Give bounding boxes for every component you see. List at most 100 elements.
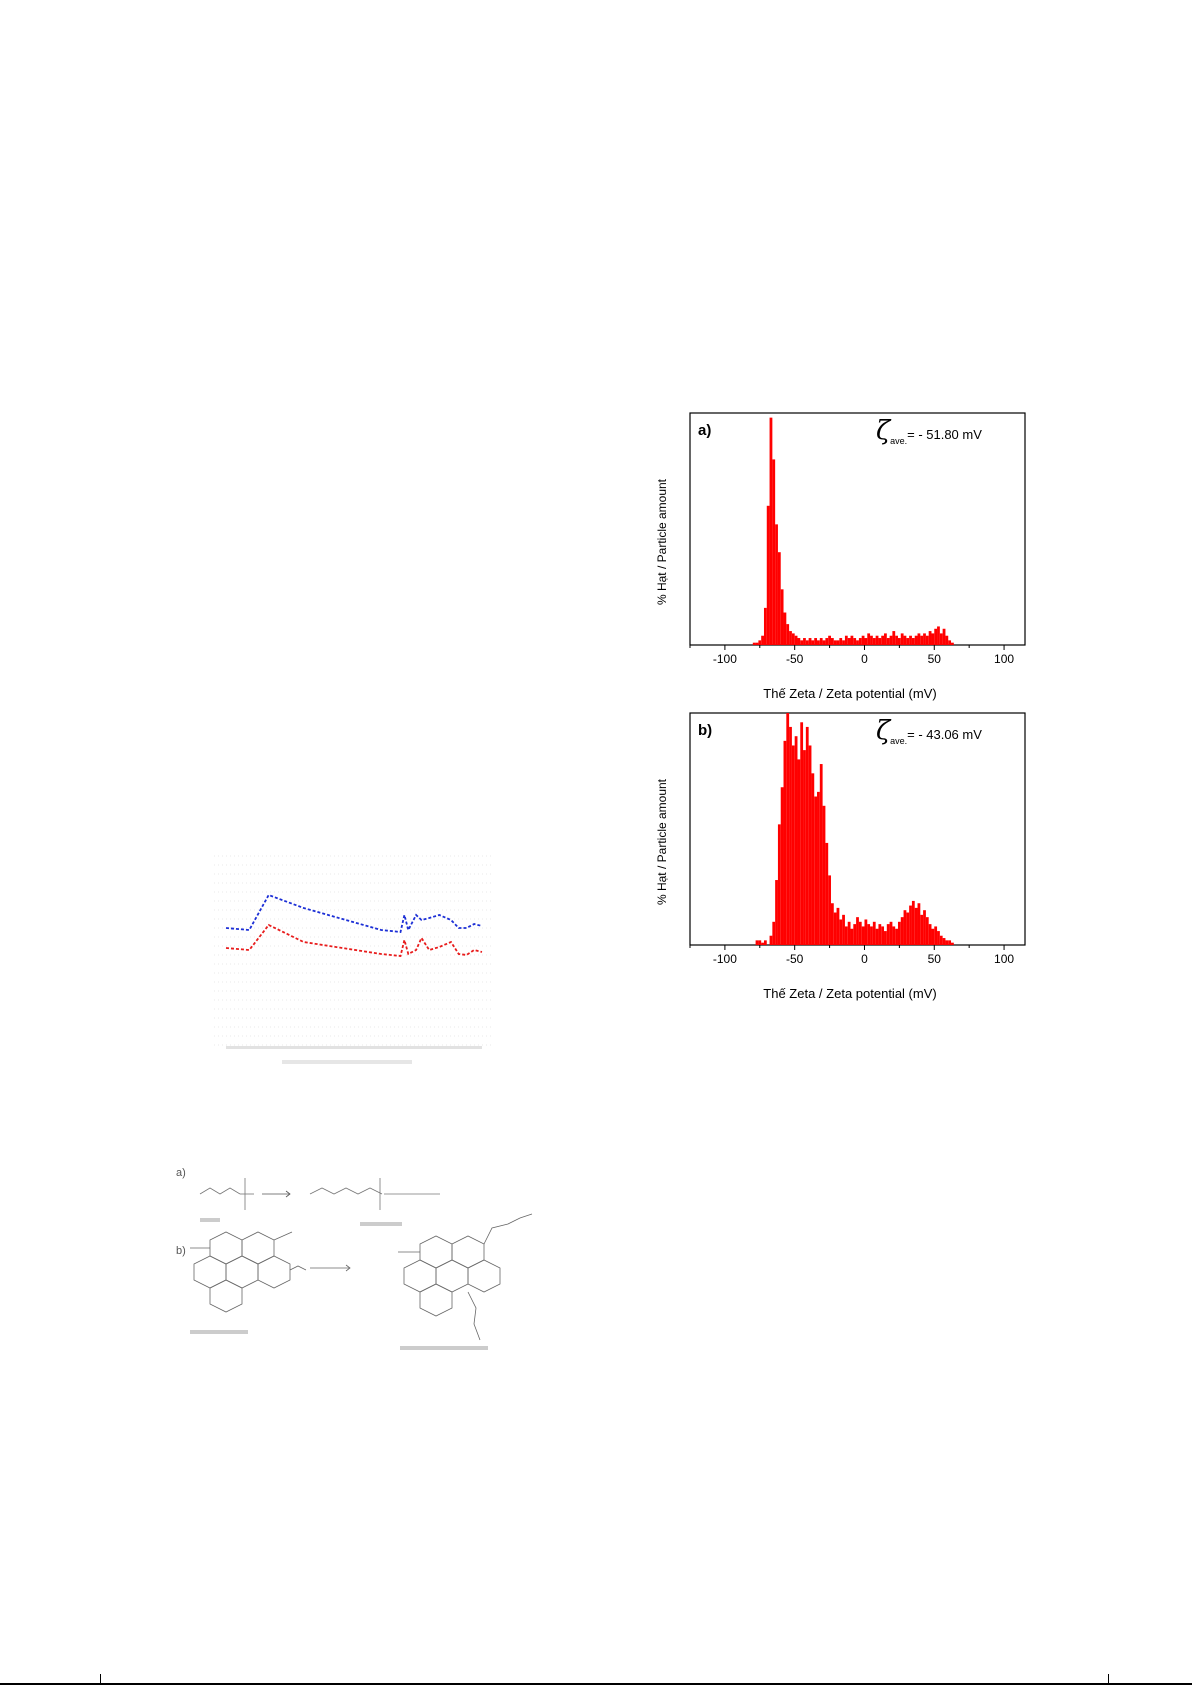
histogram-bar: [897, 638, 901, 645]
histogram-bar: [870, 926, 873, 945]
x-tick-label: 100: [994, 952, 1014, 966]
ftir-x-axis-ticks: [226, 1046, 482, 1049]
histogram-bar: [822, 805, 826, 945]
scheme-reaction-arrow: [289, 1264, 351, 1272]
histogram-bar: [900, 633, 904, 645]
histogram-bar: [939, 935, 943, 945]
histogram-bar: [847, 921, 851, 945]
plot-frame: [689, 412, 1026, 646]
histogram-bar: [811, 773, 815, 945]
histogram-bar: [923, 910, 926, 945]
histogram-bar: [939, 633, 943, 645]
histogram-bar: [805, 640, 809, 645]
histogram-bar: [794, 736, 798, 945]
histogram-bar: [825, 842, 829, 945]
zeta-subscript: ave.: [890, 436, 907, 446]
histogram-bar: [777, 824, 781, 945]
histogram-bar: [761, 635, 764, 645]
histogram-bar: [791, 745, 795, 945]
histogram-bar: [825, 638, 829, 645]
histogram-bar: [791, 633, 795, 645]
histogram-bar: [881, 926, 885, 945]
zeta-average-value: = - 51.80 mV: [907, 427, 982, 442]
x-tick-label: 100: [994, 652, 1014, 666]
zeta-chart-a-svg: % Hạt / Particle amount Thế Zeta / Zeta …: [655, 412, 1026, 701]
histogram-bar: [864, 919, 868, 945]
histogram-bar: [889, 635, 893, 645]
histogram-bar: [783, 612, 787, 645]
x-tick-label: -50: [786, 652, 804, 666]
histogram-bar: [794, 635, 798, 645]
histogram-bar: [925, 635, 929, 645]
zeta-average-annotation: ζave.= - 43.06 mV: [876, 716, 982, 746]
histogram-bar: [766, 505, 770, 645]
footer-tick-right: [1108, 1674, 1109, 1683]
histogram-bar: [775, 524, 778, 645]
histogram-bar: [828, 875, 831, 945]
x-tick-label: -100: [713, 652, 737, 666]
histogram-bar: [814, 796, 818, 945]
histogram-bar: [951, 942, 954, 945]
histogram-bar: [780, 787, 784, 945]
histogram-bar: [872, 921, 876, 945]
zeta-symbol: ζ: [876, 716, 892, 746]
histogram-bar: [911, 638, 915, 645]
histogram-bar: [872, 638, 876, 645]
histogram-bar: [934, 628, 938, 645]
histogram-bar: [850, 928, 854, 945]
histogram-bar: [914, 907, 918, 945]
histogram-bar: [903, 910, 907, 945]
histogram-bar: [847, 638, 851, 645]
histogram-bar: [928, 631, 932, 645]
histogram-bar: [900, 917, 904, 945]
zeta-average-value: = - 43.06 mV: [907, 727, 982, 742]
histogram-bar: [870, 635, 873, 645]
histogram-bar: [755, 642, 759, 645]
histogram-bar: [895, 928, 898, 945]
histogram-bar: [830, 903, 834, 945]
zeta-b-ylabel: % Hạt / Particle amount: [655, 778, 669, 905]
histogram-bar: [803, 750, 806, 945]
x-tick-label: 0: [861, 652, 868, 666]
x-tick-label: -50: [786, 952, 804, 966]
histogram-bar: [808, 745, 812, 945]
histogram-bar: [920, 914, 924, 945]
histogram-bar: [856, 917, 859, 945]
zeta-chart-a: % Hạt / Particle amount Thế Zeta / Zeta …: [640, 410, 1030, 710]
histogram-bar: [772, 459, 776, 645]
histogram-bar: [822, 640, 826, 645]
histogram-bar: [763, 940, 767, 945]
histogram-bar: [853, 638, 857, 645]
histogram-bar: [797, 759, 801, 945]
histogram-bar: [886, 924, 890, 945]
histogram-bar: [817, 640, 820, 645]
panel-label: a): [698, 422, 711, 439]
histogram-bar: [864, 638, 868, 645]
histogram-bar: [906, 638, 910, 645]
histogram-bar: [945, 940, 949, 945]
histogram-bar: [803, 638, 806, 645]
histogram-bar: [830, 638, 834, 645]
zeta-subscript: ave.: [890, 736, 907, 746]
x-tick-label: 50: [928, 652, 942, 666]
histogram-bar: [867, 924, 871, 945]
histogram-bar: [937, 626, 940, 645]
histogram-bar: [884, 633, 887, 645]
histogram-bar: [789, 726, 792, 945]
histogram-bar: [844, 635, 848, 645]
histogram-bar: [920, 635, 924, 645]
histogram-bar: [844, 926, 848, 945]
histogram-bar: [833, 640, 837, 645]
histogram-bar: [819, 764, 823, 945]
histogram-bar: [867, 633, 871, 645]
zeta-b-xlabel: Thế Zeta / Zeta potential (mV): [763, 986, 936, 1001]
zeta-chart-b-svg: % Hạt / Particle amount Thế Zeta / Zeta …: [655, 712, 1026, 1001]
histogram-bar: [761, 942, 764, 945]
histogram-bar: [945, 635, 949, 645]
histogram-bar: [839, 638, 843, 645]
scheme-part-b-left-structure: [190, 1231, 293, 1334]
histogram-bar: [814, 638, 818, 645]
plot-frame: [689, 712, 1026, 946]
ftir-red-curve: [225, 923, 483, 957]
histogram-bar: [875, 928, 879, 945]
